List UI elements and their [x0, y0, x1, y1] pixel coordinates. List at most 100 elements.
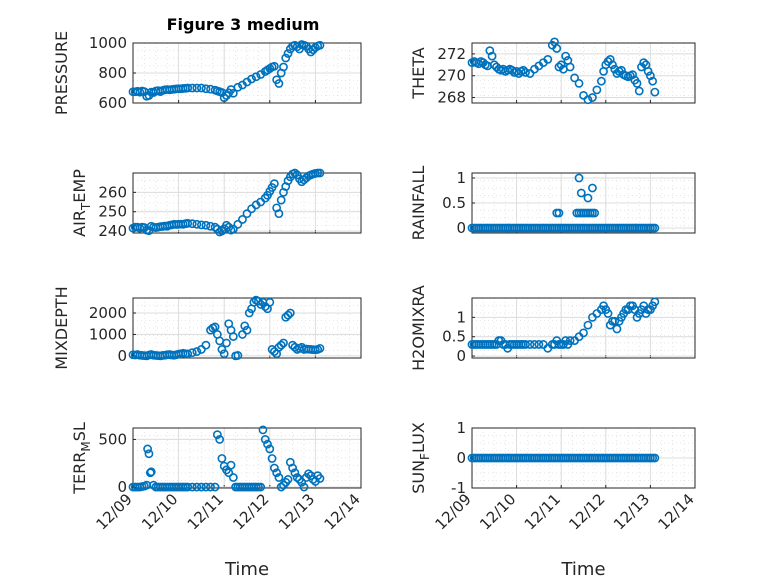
data-point — [265, 297, 275, 307]
y-tick-label: 0 — [456, 449, 466, 467]
data-point — [574, 78, 584, 88]
data-point — [576, 188, 586, 198]
data-point — [650, 297, 660, 307]
y-tick-label: 240 — [98, 222, 127, 240]
data-point — [554, 208, 564, 218]
x-tick-label: 12/09 — [93, 490, 136, 533]
y-tick-label: -1 — [451, 479, 466, 497]
data-point — [283, 49, 293, 58]
data-point — [596, 76, 606, 86]
data-point — [574, 173, 584, 183]
y-tick-label: 270 — [437, 67, 466, 85]
data-point — [643, 66, 653, 76]
data-point — [650, 223, 660, 233]
data-point — [552, 44, 562, 53]
data-point — [556, 60, 566, 70]
data-point — [315, 168, 325, 178]
x-tick-label: 12/14 — [655, 490, 698, 533]
data-point — [242, 209, 252, 219]
data-point — [292, 473, 302, 482]
y-tick-label: 0.5 — [442, 194, 466, 212]
data-point — [632, 78, 642, 88]
data-point — [222, 220, 231, 230]
data-point — [196, 482, 206, 492]
data-point — [244, 308, 254, 318]
data-point — [608, 60, 617, 70]
y-tick-label: 1 — [456, 308, 466, 326]
data-point — [605, 54, 615, 64]
data-point — [603, 309, 613, 318]
data-point — [183, 83, 193, 93]
data-point — [269, 463, 279, 473]
data-point — [570, 73, 579, 83]
data-point — [212, 430, 222, 440]
y-axis-label: MIXDEPTH — [52, 286, 71, 369]
data-point — [530, 340, 539, 349]
data-point — [201, 84, 211, 94]
axes-border — [132, 42, 362, 104]
y-tick-label: 1 — [456, 169, 466, 187]
data-point — [192, 219, 202, 229]
data-point — [583, 193, 593, 203]
data-point — [276, 482, 286, 492]
y-axis-label: H2OMIXRA — [409, 285, 428, 371]
y-tick-label: 250 — [98, 203, 127, 221]
data-point — [487, 51, 497, 61]
data-point — [288, 463, 297, 473]
x-tick-label: 12/14 — [321, 490, 364, 533]
y-tick-label: 272 — [437, 45, 466, 63]
data-point — [238, 215, 247, 224]
data-point — [210, 322, 220, 332]
data-point — [646, 71, 655, 81]
x-tick-label: 12/11 — [521, 490, 564, 533]
data-point — [554, 62, 564, 72]
data-point — [588, 93, 597, 102]
data-point — [183, 349, 193, 359]
data-point — [565, 62, 575, 72]
data-point — [489, 60, 499, 70]
data-point — [285, 308, 295, 318]
data-point — [187, 482, 197, 492]
data-point — [260, 435, 270, 444]
y-tick-label: 800 — [98, 64, 127, 82]
data-point — [192, 482, 202, 492]
data-point — [579, 90, 588, 100]
y-tick-label: 500 — [98, 430, 127, 448]
data-point — [183, 482, 193, 492]
axes-panel: 00.5 1 H2OMIXRA — [409, 285, 696, 371]
y-tick-label: 0 — [117, 478, 127, 496]
data-point — [507, 65, 517, 75]
axes-panel: 0 0.5 1 RAINFALL — [409, 166, 696, 241]
data-point — [217, 454, 227, 463]
data-point — [279, 338, 288, 348]
data-point — [145, 468, 155, 478]
data-point — [634, 86, 644, 96]
x-tick-label: 12/11 — [184, 490, 227, 533]
y-axis-label: RAINFALL — [409, 166, 428, 241]
y-tick-label: 0.5 — [442, 328, 466, 346]
data-point — [279, 62, 288, 72]
y-tick-label: 1000 — [89, 325, 127, 343]
data-point — [269, 179, 279, 189]
data-point — [201, 220, 211, 230]
y-axis-label: SUNFLUX — [409, 422, 432, 494]
data-point — [196, 220, 206, 230]
data-point — [628, 70, 637, 80]
data-point — [228, 224, 238, 234]
data-point — [521, 68, 530, 77]
data-point — [274, 473, 284, 482]
data-point — [210, 222, 220, 232]
data-point — [276, 195, 286, 205]
data-point — [274, 79, 284, 88]
axes-panel: 0 1000 2000 MIXDEPTH — [52, 286, 362, 370]
data-point — [256, 482, 266, 492]
y-axis-label: PRESSURE — [52, 31, 71, 115]
data-point — [639, 58, 649, 68]
data-point — [290, 468, 300, 478]
data-point — [485, 46, 495, 56]
data-point — [267, 454, 277, 463]
data-point — [650, 453, 660, 463]
axes-panel: 12/09 12/10 12/11 12/12 12/13 12/14 0 500 TERRMS… — [70, 422, 364, 580]
data-point — [283, 310, 293, 320]
